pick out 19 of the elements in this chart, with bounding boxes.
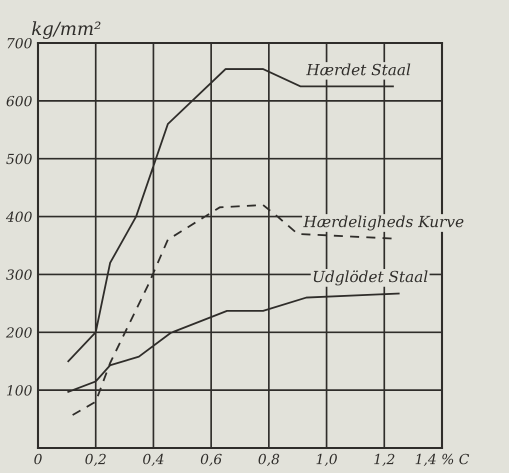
x-tick-label: 0,8 xyxy=(258,454,280,466)
x-tick-label: 1,2 xyxy=(374,454,394,466)
y-axis-title: kg/mm² xyxy=(32,21,100,39)
y-tick-label: 200 xyxy=(6,327,32,338)
x-tick-label: 0 xyxy=(34,454,42,464)
series-label: Udglödet Staal xyxy=(314,270,428,286)
series-label: Hærdeligheds Kurve xyxy=(303,215,464,230)
x-tick-label: 0,6 xyxy=(200,454,222,466)
y-tick-label: 700 xyxy=(8,38,32,48)
y-tick-label: 400 xyxy=(6,212,32,222)
y-tick-label: 100 xyxy=(6,385,32,396)
x-tick-label: 0,4 xyxy=(143,454,164,466)
x-tick-label: 1,0 xyxy=(316,454,337,466)
y-tick-label: 500 xyxy=(6,154,32,164)
y-tick-label: 600 xyxy=(6,96,32,106)
y-tick-label: 300 xyxy=(6,269,32,280)
x-tick-label: 0,2 xyxy=(85,454,106,466)
x-tick-label: 1,4 % C xyxy=(416,454,470,466)
series-label: Hærdet Staal xyxy=(306,64,410,76)
